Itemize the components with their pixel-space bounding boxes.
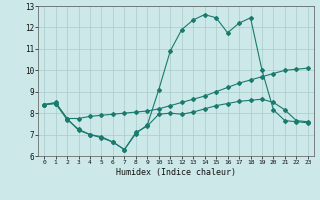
- X-axis label: Humidex (Indice chaleur): Humidex (Indice chaleur): [116, 168, 236, 177]
